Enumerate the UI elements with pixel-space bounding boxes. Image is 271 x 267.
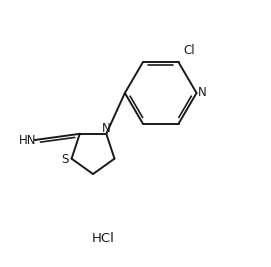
Text: HN: HN (19, 134, 37, 147)
Text: N: N (198, 87, 207, 100)
Text: S: S (62, 154, 69, 167)
Text: N: N (102, 121, 111, 135)
Text: Cl: Cl (183, 44, 195, 57)
Text: HCl: HCl (92, 231, 115, 245)
